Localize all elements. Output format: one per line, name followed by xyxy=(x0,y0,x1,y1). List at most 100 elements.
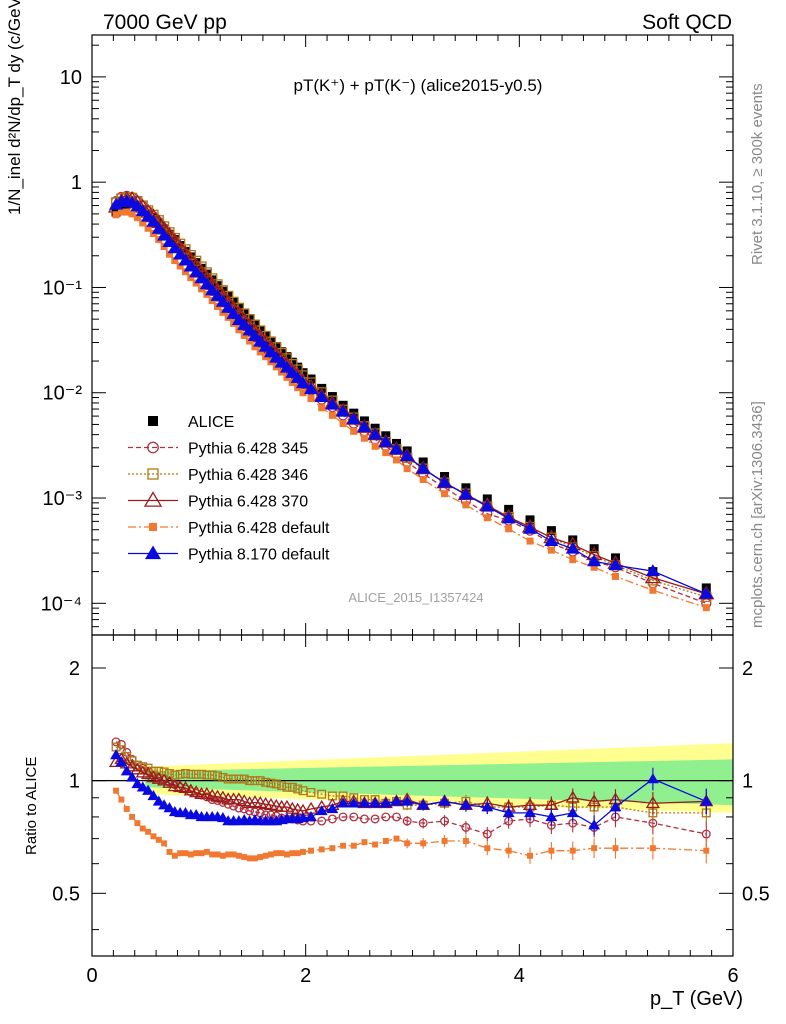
ratio-point xyxy=(381,812,391,822)
main-point xyxy=(645,564,660,577)
ratio-y-tick-label: 0.5 xyxy=(52,883,80,905)
ratio-plot-data xyxy=(92,737,733,864)
ratio-point xyxy=(120,765,133,776)
main-point xyxy=(178,253,193,266)
main-point xyxy=(328,411,336,419)
main-point xyxy=(587,554,602,567)
series-main-line-4 xyxy=(115,211,707,609)
ratio-point xyxy=(157,773,172,786)
main-point xyxy=(240,331,248,339)
ratio-point xyxy=(142,784,155,795)
ratio-point xyxy=(255,776,265,786)
ratio-point xyxy=(418,818,428,828)
ratio-point xyxy=(124,759,140,772)
y-tick-label: 10⁻² xyxy=(43,383,83,405)
ratio-point xyxy=(257,854,264,861)
ratio-point xyxy=(612,845,619,852)
ratio-point xyxy=(198,850,205,857)
main-point xyxy=(403,465,411,473)
ratio-point xyxy=(370,814,380,824)
ratio-point xyxy=(438,795,451,806)
ratio-point xyxy=(278,850,285,857)
main-point xyxy=(146,214,161,227)
series-main-5 xyxy=(109,194,714,599)
ratio-point xyxy=(349,812,359,822)
ratio-point xyxy=(505,847,512,854)
legend-label: Pythia 6.428 default xyxy=(188,520,330,537)
series-main-2 xyxy=(110,192,712,603)
ratio-point xyxy=(545,810,558,822)
ratio-point xyxy=(315,804,328,816)
ratio-point xyxy=(701,829,711,839)
ratio-point xyxy=(129,813,136,820)
main-point xyxy=(171,257,179,265)
ratio-point xyxy=(502,806,515,818)
ratio-point xyxy=(527,852,533,859)
ratio-point xyxy=(327,814,337,824)
ratio-point xyxy=(214,851,221,858)
ratio-point xyxy=(283,851,290,858)
analysis-id: ALICE_2015_I1357424 xyxy=(348,590,483,605)
ratio-point xyxy=(359,814,369,824)
main-point xyxy=(462,501,470,509)
main-point xyxy=(371,442,379,450)
x-tick-label: 2 xyxy=(300,965,311,987)
ratio-point xyxy=(202,770,212,780)
main-point xyxy=(547,546,555,554)
category-label: Soft QCD xyxy=(642,11,732,34)
main-point xyxy=(480,499,495,512)
ratio-point xyxy=(182,850,189,857)
ratio-point xyxy=(161,840,168,847)
main-point xyxy=(318,404,326,412)
ratio-point xyxy=(193,850,200,857)
ratio-point xyxy=(203,848,210,855)
main-point xyxy=(112,211,120,219)
ratio-y-tick-label: 1 xyxy=(69,771,80,793)
main-point xyxy=(544,534,559,546)
legend-marker xyxy=(149,523,157,531)
main-point xyxy=(151,221,166,234)
main-point xyxy=(176,262,184,270)
main-point xyxy=(234,304,244,314)
main-point xyxy=(117,208,125,216)
main-point xyxy=(392,456,400,464)
legend-label: Pythia 6.428 346 xyxy=(188,467,308,484)
main-point xyxy=(314,390,329,402)
main-point xyxy=(189,265,204,278)
ratio-point xyxy=(229,774,239,784)
series-ratio-4 xyxy=(110,749,713,836)
ratio-point xyxy=(139,825,146,832)
main-point xyxy=(144,224,152,232)
ratio-point xyxy=(289,850,296,857)
ratio-point xyxy=(145,828,152,835)
ratio-point xyxy=(318,846,325,853)
ratio-point xyxy=(152,795,165,806)
main-point xyxy=(180,246,190,256)
main-point xyxy=(298,368,308,378)
legend: ALICE Pythia 6.428 345 Pythia 6.428 346 Pyt… xyxy=(128,414,330,564)
ratio-point xyxy=(261,777,271,787)
ratio-point xyxy=(267,851,274,858)
main-point xyxy=(165,250,173,258)
ratio-point xyxy=(361,839,368,846)
ratio-point xyxy=(390,795,403,806)
main-point xyxy=(416,461,431,474)
main-point xyxy=(199,277,214,290)
ratio-point xyxy=(147,790,160,801)
ratio-point xyxy=(372,841,379,848)
main-point xyxy=(167,241,182,254)
series-main-1 xyxy=(110,190,712,609)
ratio-point xyxy=(111,737,121,747)
legend-item: Pythia 6.428 default xyxy=(128,520,330,537)
ratio-point xyxy=(191,769,201,779)
main-point xyxy=(382,449,390,457)
main-point xyxy=(210,288,225,301)
main-point xyxy=(221,300,236,313)
main-point xyxy=(128,210,136,218)
y-tick-label: 10 xyxy=(60,67,82,89)
main-point xyxy=(357,420,372,433)
ratio-point xyxy=(337,797,350,808)
y-tick-label: 10⁻¹ xyxy=(43,277,83,299)
main-point xyxy=(610,553,620,563)
ratio-point xyxy=(187,851,194,858)
